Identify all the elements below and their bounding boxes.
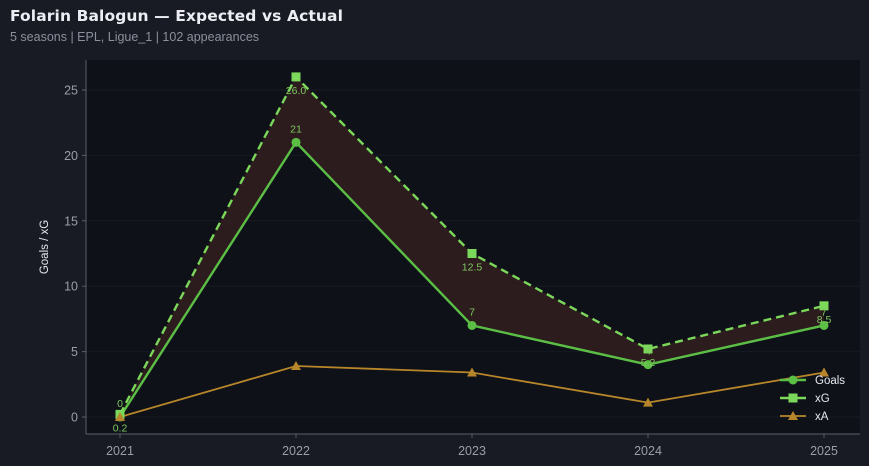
y-tick-label: 0	[71, 411, 78, 425]
legend-label-xg: xG	[815, 393, 830, 405]
legend: Goals xG xA	[780, 375, 845, 423]
chart-subtitle: 5 seasons | EPL, Ligue_1 | 102 appearanc…	[10, 30, 260, 44]
legend-xa-marker	[788, 411, 798, 420]
goals-marker-circle	[819, 320, 829, 330]
xa-marker-triangle	[291, 360, 301, 370]
legend-label-xa: xA	[815, 411, 829, 423]
goals-data-label: 21	[290, 123, 302, 135]
x-axis-ticks: 2021 2022 2023 2024 2025	[106, 434, 838, 458]
chart-title: Folarin Balogun — Expected vs Actual	[10, 7, 343, 25]
goals-marker-circle	[467, 320, 477, 330]
xg-data-label: 26.0	[286, 85, 307, 97]
legend-label-goals: Goals	[815, 375, 845, 387]
x-tick-label: 2023	[458, 444, 486, 458]
goals-data-label: 0	[117, 398, 123, 410]
legend-goals-marker	[788, 375, 798, 385]
xa-marker-triangle	[115, 412, 125, 421]
goals-marker-circle	[643, 360, 653, 370]
data-labels: 0 21 7 4 7 0.2 26.0 12.5 5.2 8.5	[113, 85, 832, 434]
series-lines	[115, 72, 829, 422]
xg-marker-square	[467, 249, 477, 258]
xg-data-label: 0.2	[113, 422, 128, 434]
goals-marker-circle	[291, 137, 301, 147]
goals-data-label: 7	[469, 306, 475, 318]
xg-data-label: 5.2	[641, 357, 656, 369]
y-tick-label: 10	[64, 280, 78, 294]
x-tick-label: 2024	[634, 444, 662, 458]
x-tick-label: 2025	[810, 444, 838, 458]
x-tick-label: 2022	[282, 444, 310, 458]
y-tick-label: 5	[71, 345, 78, 359]
y-tick-label: 20	[64, 149, 78, 163]
y-axis-label: Goals / xG	[39, 220, 51, 274]
grid-lines	[86, 89, 860, 418]
xa-marker-triangle	[467, 367, 477, 377]
plot-area	[86, 60, 860, 434]
x-tick-label: 2021	[106, 444, 134, 458]
goals-data-label: 4	[645, 346, 651, 358]
y-tick-label: 25	[64, 84, 78, 98]
xg-marker-square	[291, 72, 301, 82]
y-tick-label: 15	[64, 214, 78, 228]
legend-xg-marker	[788, 393, 798, 403]
xg-data-label: 8.5	[817, 314, 832, 326]
xg-marker-square	[643, 344, 653, 354]
xg-data-label: 12.5	[462, 262, 483, 274]
y-axis-ticks: 0 5 10 15 20 25	[64, 84, 86, 425]
xa-marker-triangle	[643, 397, 653, 407]
xa-marker-triangle	[819, 367, 829, 377]
xg-marker-square	[819, 301, 829, 311]
goals-data-label: 7	[821, 306, 827, 318]
